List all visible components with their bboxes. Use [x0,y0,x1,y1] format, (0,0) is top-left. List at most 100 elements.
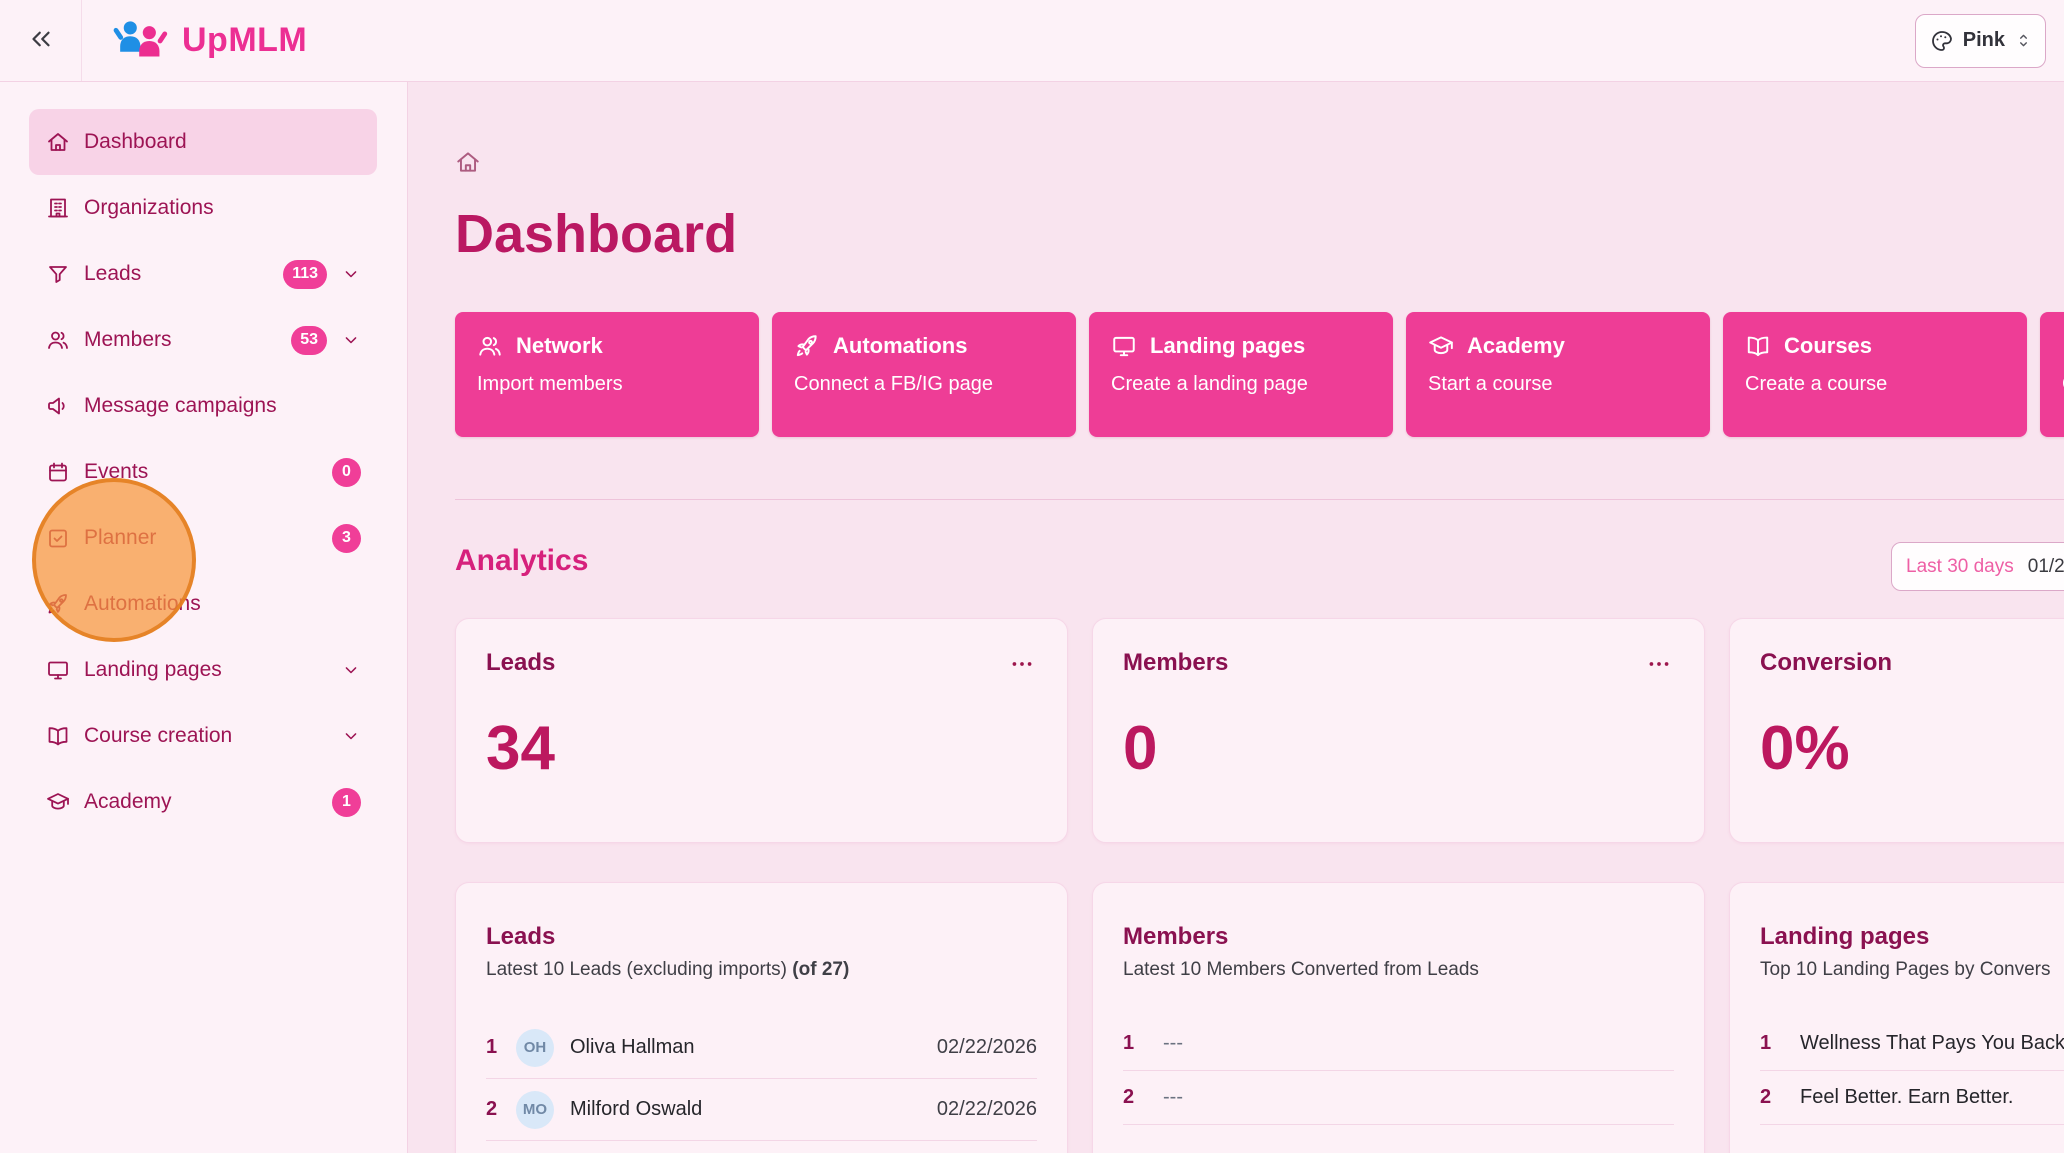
stat-card-title: Leads [486,649,556,677]
row-name: --- [1163,1086,1183,1109]
sidebar-item-members[interactable]: Members 53 [29,307,377,373]
card-menu-button[interactable] [1007,651,1037,675]
sidebar-collapse-button[interactable] [0,0,82,81]
rocket-icon [794,333,820,359]
qa-card-title: Automations [833,333,968,359]
date-range-date: 01/2 [2027,555,2064,577]
chevron-down-icon[interactable] [341,660,361,680]
qa-card-academy[interactable]: Academy Start a course [1406,312,1710,438]
monitor-icon [1111,333,1137,359]
quick-actions: Network Import members Automations Conne… [455,312,2064,438]
graduation-cap-icon [1428,333,1454,359]
page-title: Dashboard [455,204,738,264]
graduation-cap-icon [46,790,70,814]
academy-count-badge: 1 [332,787,361,817]
users-icon [46,328,70,352]
sidebar-item-label: Planner [84,526,157,549]
row-index: 1 [486,1036,498,1059]
leads-count-badge: 113 [283,259,327,289]
sidebar-item-label: Landing pages [84,658,222,681]
lead-row[interactable]: 2 MO Milford Oswald 02/22/2026 [486,1079,1037,1142]
chevron-up-down-icon [2014,31,2033,50]
sidebar-item-leads[interactable]: Leads 113 [29,241,377,307]
sidebar-item-dashboard[interactable]: Dashboard [29,109,377,175]
qa-card-title: Academy [1467,333,1565,359]
theme-selector-button[interactable]: Pink [1914,13,2046,68]
list-card-subtitle: Latest 10 Members Converted from Leads [1123,959,1479,981]
members-count-badge: 53 [291,325,327,355]
qa-card-automations[interactable]: Automations Connect a FB/IG page [772,312,1076,438]
list-card-leads: Leads Latest 10 Leads (excluding imports… [455,882,1068,1153]
stat-card-title: Members [1123,649,1229,677]
breadcrumb-home[interactable] [455,149,481,175]
qa-card-subtitle: C [2062,373,2064,396]
row-name: Milford Oswald [570,1098,703,1121]
stat-card-title: Conversion [1760,649,1893,677]
lead-row[interactable]: 1 OH Oliva Hallman 02/22/2026 [486,1017,1037,1080]
card-menu-button[interactable] [1644,651,1674,675]
qa-card-network[interactable]: Network Import members [455,312,759,438]
row-date: 02/22/2026 [936,1098,1037,1121]
qa-card-landing-pages[interactable]: Landing pages Create a landing page [1089,312,1393,438]
sidebar-item-label: Members [84,328,172,351]
chevron-down-icon[interactable] [341,264,361,284]
sidebar-item-label: Events [84,460,149,483]
stat-card-conversion: Conversion 0% [1729,618,2064,844]
list-card-title: Members [1123,923,1229,951]
sidebar: Dashboard Organizations Leads 113 Member… [0,82,408,1153]
sidebar-item-automations[interactable]: Automations [29,571,377,637]
topbar: UpMLM Pink [0,0,2064,82]
sidebar-item-label: Message campaigns [84,394,277,417]
chevrons-left-icon [26,24,56,57]
app-logo[interactable]: UpMLM [112,16,307,66]
qa-card-title: Landing pages [1150,333,1306,359]
row-name: --- [1163,1032,1183,1055]
monitor-icon [46,658,70,682]
sidebar-item-course-creation[interactable]: Course creation [29,703,377,769]
home-icon [46,130,70,154]
qa-card-courses[interactable]: Courses Create a course [1723,312,2027,438]
theme-selector-label: Pink [1962,29,2005,51]
list-card-members: Members Latest 10 Members Converted from… [1092,882,1705,1153]
megaphone-icon [46,394,70,418]
row-date: 02/22/2026 [936,1036,1037,1059]
list-item: 1 --- [1123,1017,1674,1072]
avatar: MO [516,1090,554,1129]
ellipsis-icon [1646,662,1672,680]
qa-card-partial[interactable]: C [2040,312,2064,438]
date-range-selector[interactable]: Last 30 days 01/2 [1891,542,2064,591]
row-name: Wellness That Pays You Back [1800,1032,2064,1055]
qa-card-subtitle: Start a course [1428,373,1553,396]
sidebar-item-events[interactable]: Events 0 [29,439,377,505]
home-icon [455,152,481,179]
sidebar-item-academy[interactable]: Academy 1 [29,769,377,835]
sidebar-item-label: Leads [84,262,142,285]
chevron-down-icon[interactable] [341,726,361,746]
sidebar-item-landing-pages[interactable]: Landing pages [29,637,377,703]
main-content: Dashboard Network Import members Automat… [408,82,2064,1153]
list-item: 2 --- [1123,1071,1674,1126]
sidebar-item-planner[interactable]: Planner 3 [29,505,377,571]
calendar-icon [46,460,70,484]
sidebar-item-message-campaigns[interactable]: Message campaigns [29,373,377,439]
app-logo-text: UpMLM [182,21,308,59]
row-index: 2 [1123,1086,1135,1109]
planner-count-badge: 3 [332,523,361,553]
qa-card-subtitle: Create a course [1745,373,1888,396]
events-count-badge: 0 [332,457,361,487]
list-card-title: Landing pages [1760,923,1930,951]
row-index: 2 [486,1098,498,1121]
sidebar-item-organizations[interactable]: Organizations [29,175,377,241]
list-card-landing-pages: Landing pages Top 10 Landing Pages by Co… [1729,882,2064,1153]
section-divider [455,499,2064,501]
sidebar-item-label: Academy [84,790,172,813]
rocket-icon [46,592,70,616]
list-item[interactable]: 2 Feel Better. Earn Better. [1760,1071,2064,1126]
row-index: 1 [1123,1032,1135,1055]
building-icon [46,196,70,220]
list-item[interactable]: 1 Wellness That Pays You Back [1760,1017,2064,1072]
sidebar-item-label: Organizations [84,196,214,219]
chevron-down-icon[interactable] [341,330,361,350]
palette-icon [1930,29,1954,53]
clipboard-check-icon [46,526,70,550]
